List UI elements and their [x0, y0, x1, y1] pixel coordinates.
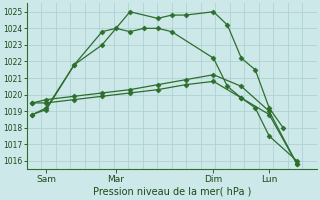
- X-axis label: Pression niveau de la mer( hPa ): Pression niveau de la mer( hPa ): [92, 187, 251, 197]
